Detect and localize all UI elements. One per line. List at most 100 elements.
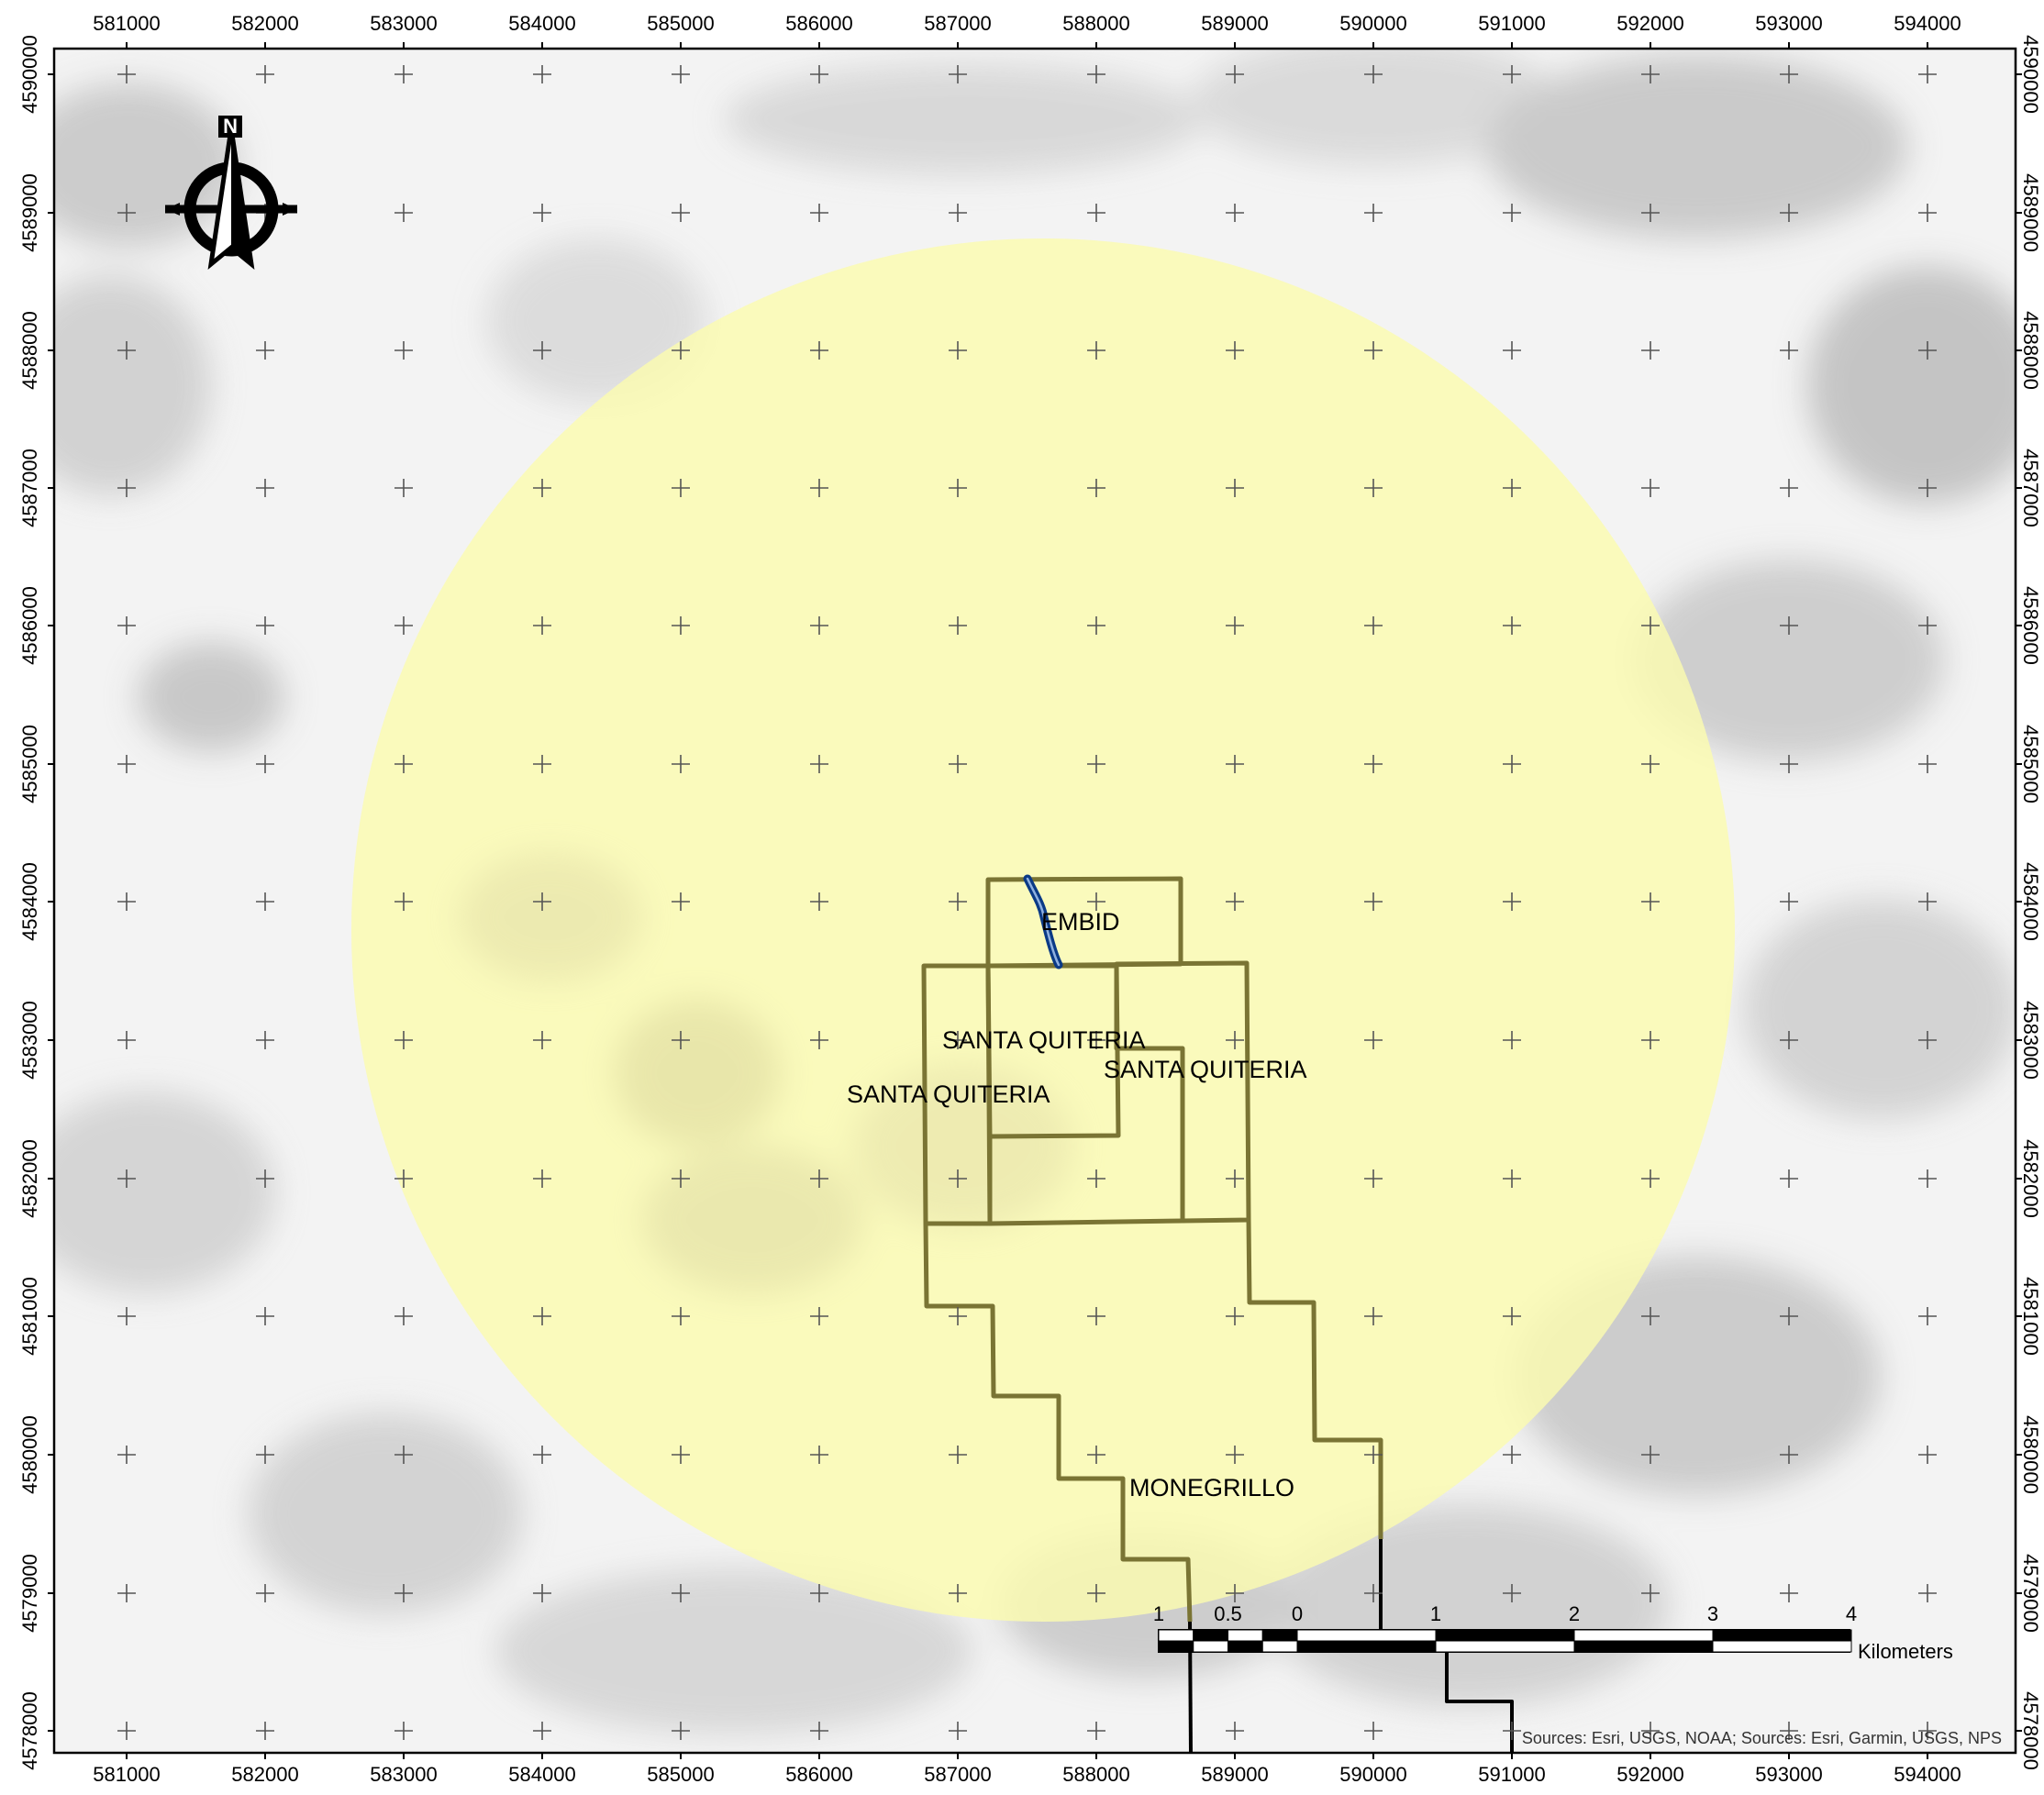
northing-label: 4587000	[2019, 449, 2042, 527]
scale-segment	[1712, 1629, 1852, 1642]
label-embid: EMBID	[1041, 908, 1120, 936]
grid-cross	[1641, 1307, 1660, 1325]
easting-label: 582000	[231, 12, 298, 35]
grid-cross	[1226, 479, 1244, 497]
grid-cross	[117, 755, 136, 773]
grid-cross	[256, 65, 274, 83]
grid-cross	[1780, 1031, 1798, 1049]
northing-label: 4579000	[18, 1554, 41, 1633]
municipality-boundaries	[921, 876, 1383, 1623]
grid-cross	[1226, 1722, 1244, 1740]
grid-cross	[394, 616, 413, 635]
scale-tick-label: 2	[1569, 1602, 1580, 1625]
grid-cross	[117, 1722, 136, 1740]
scale-segment	[1573, 1629, 1714, 1642]
grid-cross	[256, 1169, 274, 1188]
grid-cross	[256, 892, 274, 911]
grid-cross	[1918, 1446, 1937, 1464]
grid-cross	[533, 479, 551, 497]
label-santa-quiteria-center: SANTA QUITERIA	[942, 1026, 1146, 1054]
grid-cross	[1641, 616, 1660, 635]
grid-cross	[672, 1307, 690, 1325]
easting-label: 584000	[508, 12, 575, 35]
grid-cross	[394, 755, 413, 773]
grid-cross	[1503, 755, 1521, 773]
grid-cross	[672, 1169, 690, 1188]
grid-cross	[533, 1446, 551, 1464]
northing-label: 4583000	[18, 1001, 41, 1080]
grid-cross	[1087, 204, 1105, 222]
northing-labels-right: 4590000 4589000 4588000 4587000 4586000 45850…	[2019, 35, 2042, 1770]
grid-cross	[256, 616, 274, 635]
grid-cross	[1364, 1307, 1383, 1325]
easting-label: 594000	[1894, 12, 1961, 35]
grid-cross	[1364, 1584, 1383, 1602]
grid-cross	[394, 341, 413, 360]
grid-cross	[256, 341, 274, 360]
easting-label: 581000	[93, 1763, 160, 1786]
sources-attribution: Sources: Esri, USGS, NOAA; Sources: Esri…	[1522, 1729, 2002, 1747]
scale-segment	[1573, 1640, 1714, 1653]
scale-segment	[1228, 1640, 1263, 1653]
grid-cross	[1364, 1169, 1383, 1188]
scale-tick-label: 0.5	[1214, 1602, 1242, 1625]
grid-cross	[1503, 1307, 1521, 1325]
grid-cross	[1780, 1446, 1798, 1464]
grid-cross	[1918, 1722, 1937, 1740]
grid-cross	[1918, 479, 1937, 497]
easting-label: 590000	[1339, 1763, 1406, 1786]
grid-cross	[1087, 755, 1105, 773]
grid-cross	[1226, 1307, 1244, 1325]
grid-cross	[1641, 1169, 1660, 1188]
grid-cross	[1503, 1584, 1521, 1602]
grid-cross	[1364, 892, 1383, 911]
grid-cross	[1087, 1169, 1105, 1188]
scale-segment	[1261, 1640, 1298, 1653]
grid-cross	[1226, 204, 1244, 222]
label-monegrillo: MONEGRILLO	[1129, 1474, 1294, 1501]
grid-cross	[256, 1584, 274, 1602]
grid-cross	[533, 341, 551, 360]
grid-cross	[1780, 755, 1798, 773]
grid-cross	[810, 616, 828, 635]
grid-cross	[1226, 1446, 1244, 1464]
grid-cross	[256, 1031, 274, 1049]
grid-cross	[810, 1169, 828, 1188]
grid-cross	[394, 892, 413, 911]
grid-cross	[256, 479, 274, 497]
grid-cross	[949, 204, 967, 222]
boundary-monegrillo-east[interactable]	[1246, 1219, 1383, 1539]
northing-label: 4589000	[18, 173, 41, 252]
grid-cross	[1641, 65, 1660, 83]
scale-unit-label: Kilometers	[1858, 1640, 1953, 1663]
boundary-monegrillo[interactable]	[923, 1223, 1193, 1623]
grid-cross	[1226, 755, 1244, 773]
grid-cross	[1364, 1722, 1383, 1740]
grid-cross	[1503, 616, 1521, 635]
easting-label: 584000	[508, 1763, 575, 1786]
easting-label: 583000	[370, 1763, 437, 1786]
northing-labels-left: 4590000 4589000 4588000 4587000 4586000 45850…	[18, 35, 41, 1770]
grid-cross	[672, 479, 690, 497]
grid-cross	[1503, 479, 1521, 497]
grid-cross	[672, 65, 690, 83]
easting-label: 587000	[924, 1763, 991, 1786]
grid-cross	[533, 1307, 551, 1325]
grid-cross	[1641, 1722, 1660, 1740]
grid-cross	[1780, 1584, 1798, 1602]
grid-cross	[1226, 65, 1244, 83]
easting-labels-top: 581000 582000 583000 584000 585000 586000 5870…	[93, 12, 1961, 35]
grid-cross	[1087, 1446, 1105, 1464]
grid-cross	[672, 1722, 690, 1740]
easting-label: 583000	[370, 12, 437, 35]
grid-cross	[117, 65, 136, 83]
grid-cross	[1641, 755, 1660, 773]
grid-cross	[1641, 1446, 1660, 1464]
scale-tick-label: 1	[1430, 1602, 1441, 1625]
northing-label: 4582000	[2019, 1139, 2042, 1218]
grid-cross	[949, 1307, 967, 1325]
northing-label: 4586000	[2019, 586, 2042, 665]
northing-label: 4589000	[2019, 173, 2042, 252]
northing-label: 4578000	[2019, 1691, 2042, 1770]
